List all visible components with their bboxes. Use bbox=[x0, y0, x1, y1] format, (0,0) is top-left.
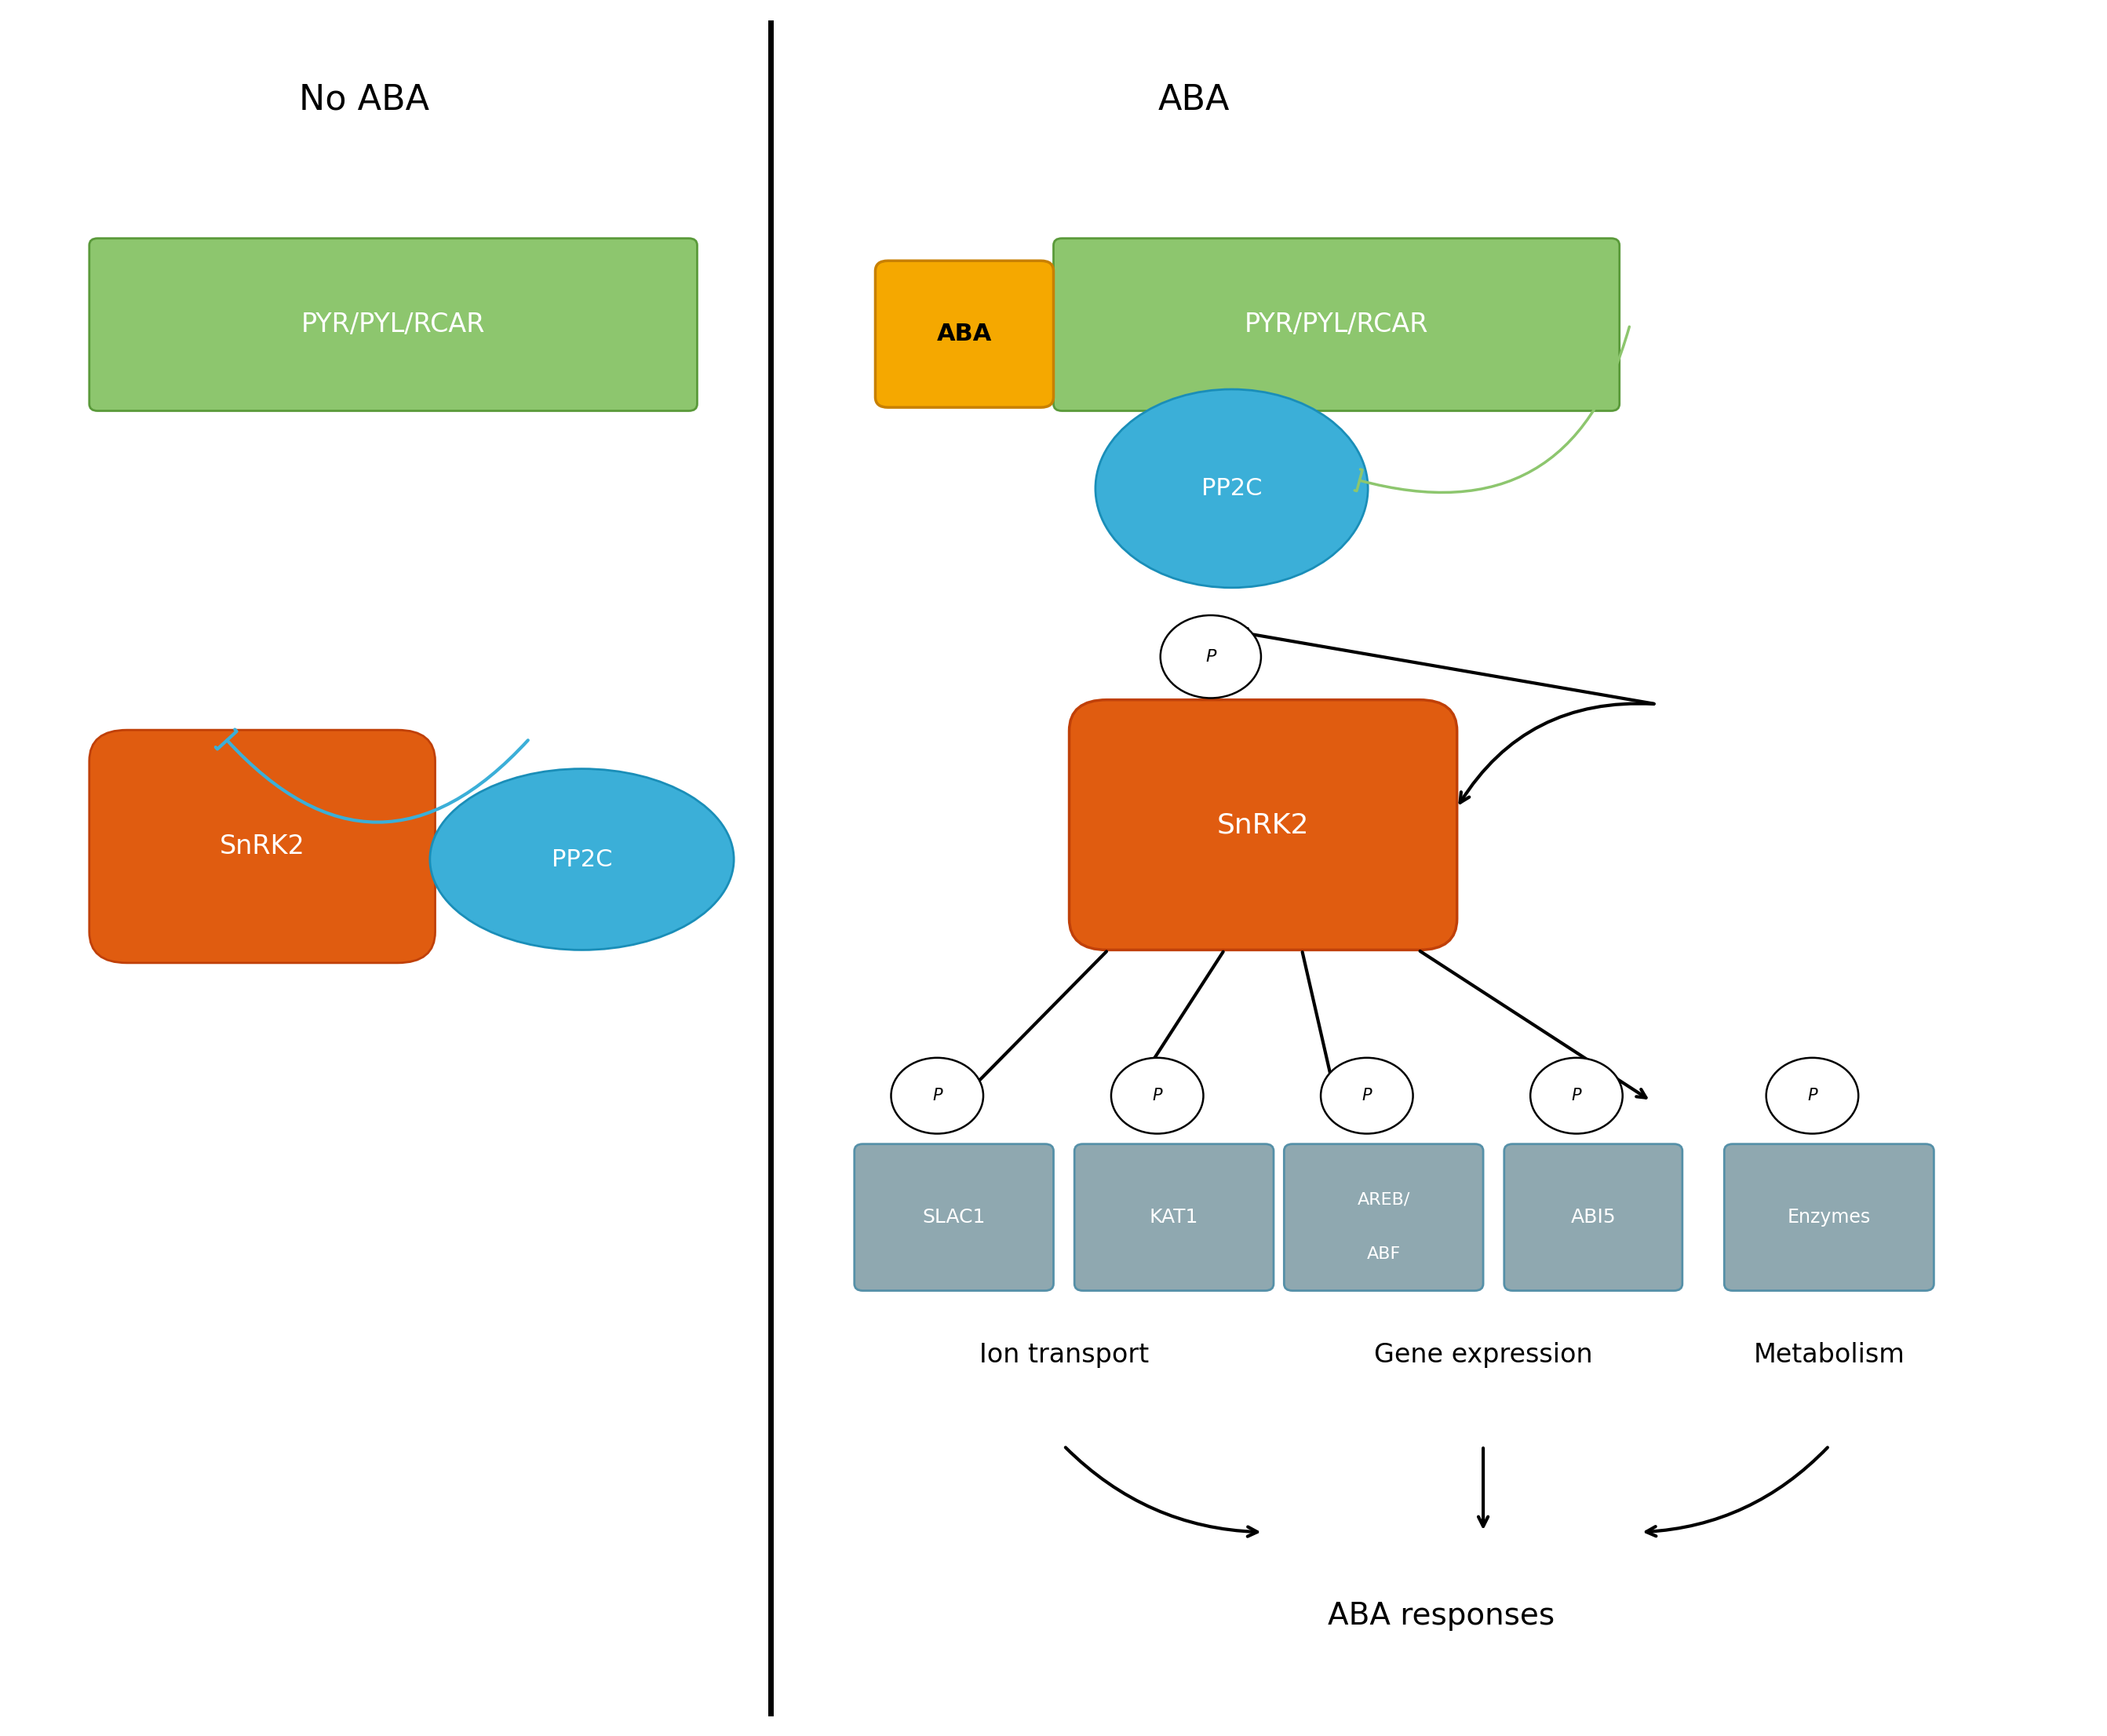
Text: P: P bbox=[1572, 1088, 1582, 1104]
Text: No ABA: No ABA bbox=[299, 83, 430, 116]
FancyBboxPatch shape bbox=[88, 238, 697, 411]
Text: KAT1: KAT1 bbox=[1150, 1208, 1199, 1227]
Circle shape bbox=[891, 1057, 984, 1134]
Text: ABF: ABF bbox=[1367, 1246, 1401, 1262]
Text: P: P bbox=[931, 1088, 942, 1104]
Text: Ion transport: Ion transport bbox=[980, 1342, 1148, 1368]
FancyBboxPatch shape bbox=[1075, 1144, 1273, 1290]
Text: P: P bbox=[1205, 649, 1216, 665]
Ellipse shape bbox=[1096, 389, 1367, 589]
Text: P: P bbox=[1808, 1088, 1816, 1104]
Circle shape bbox=[1161, 615, 1260, 698]
FancyBboxPatch shape bbox=[1724, 1144, 1934, 1290]
Text: PYR/PYL/RCAR: PYR/PYL/RCAR bbox=[301, 312, 485, 337]
Circle shape bbox=[1766, 1057, 1858, 1134]
Text: PP2C: PP2C bbox=[552, 847, 613, 871]
Text: ABA: ABA bbox=[1159, 83, 1230, 116]
Text: ABI5: ABI5 bbox=[1570, 1208, 1616, 1227]
FancyBboxPatch shape bbox=[1054, 238, 1620, 411]
Text: P: P bbox=[1361, 1088, 1372, 1104]
Text: Enzymes: Enzymes bbox=[1787, 1208, 1871, 1227]
FancyBboxPatch shape bbox=[88, 731, 436, 963]
FancyBboxPatch shape bbox=[1068, 700, 1458, 950]
Ellipse shape bbox=[430, 769, 733, 950]
Text: PYR/PYL/RCAR: PYR/PYL/RCAR bbox=[1245, 312, 1429, 337]
Text: Gene expression: Gene expression bbox=[1374, 1342, 1593, 1368]
Circle shape bbox=[1530, 1057, 1622, 1134]
FancyBboxPatch shape bbox=[1504, 1144, 1681, 1290]
Text: SLAC1: SLAC1 bbox=[923, 1208, 986, 1227]
Text: Metabolism: Metabolism bbox=[1753, 1342, 1905, 1368]
Text: ABA responses: ABA responses bbox=[1327, 1601, 1555, 1632]
Text: AREB/: AREB/ bbox=[1357, 1193, 1410, 1208]
FancyBboxPatch shape bbox=[1283, 1144, 1483, 1290]
Text: PP2C: PP2C bbox=[1201, 477, 1262, 500]
Circle shape bbox=[1110, 1057, 1203, 1134]
FancyBboxPatch shape bbox=[874, 260, 1054, 408]
Text: ABA: ABA bbox=[938, 323, 992, 345]
Text: P: P bbox=[1153, 1088, 1163, 1104]
Text: SnRK2: SnRK2 bbox=[219, 833, 306, 859]
FancyBboxPatch shape bbox=[853, 1144, 1054, 1290]
Text: SnRK2: SnRK2 bbox=[1218, 811, 1308, 838]
Circle shape bbox=[1321, 1057, 1414, 1134]
